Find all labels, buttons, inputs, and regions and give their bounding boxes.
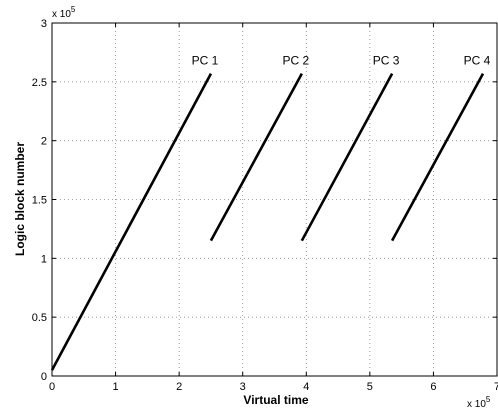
axis-ticks: 0 1 2 3 4 5 6 7 0 0.5 1 1.5 2 2.5 3: [32, 18, 498, 393]
y-axis-label: Logic block number: [13, 142, 27, 256]
y-tick-label: 0: [41, 371, 47, 383]
x-tick-label: 3: [240, 381, 246, 393]
x-tick-label: 1: [113, 381, 119, 393]
x-tick-label: 5: [367, 381, 373, 393]
y-tick-label: 2.5: [32, 77, 47, 89]
series-label-2: PC 2: [282, 54, 309, 68]
y-tick-label: 0.5: [32, 312, 47, 324]
x-tick-label: 2: [176, 381, 182, 393]
y-axis-multiplier: x 105: [52, 5, 76, 20]
series-lines: [50, 72, 485, 371]
series-label-4: PC 4: [464, 54, 491, 68]
series-line-4: [390, 72, 485, 242]
y-tick-label: 1.5: [32, 195, 47, 207]
grid: [52, 23, 497, 376]
series-label-1: PC 1: [192, 54, 219, 68]
x-axis-label: Virtual time: [243, 393, 308, 407]
series-labels: PC 1 PC 2 PC 3 PC 4: [192, 54, 491, 68]
x-tick-label: 4: [303, 381, 309, 393]
series-label-3: PC 3: [373, 54, 400, 68]
series-line-2: [209, 72, 303, 242]
x-tick-label: 6: [430, 381, 436, 393]
y-tick-label: 2: [41, 136, 47, 148]
x-tick-label: 0: [49, 381, 55, 393]
x-tick-label: 7: [494, 381, 498, 393]
series-line-1: [50, 72, 213, 371]
series-line-3: [300, 72, 394, 242]
y-tick-label: 3: [41, 18, 47, 30]
y-tick-label: 1: [41, 253, 47, 265]
plot-frame: [51, 22, 498, 377]
x-axis-multiplier: x 105: [467, 395, 491, 410]
